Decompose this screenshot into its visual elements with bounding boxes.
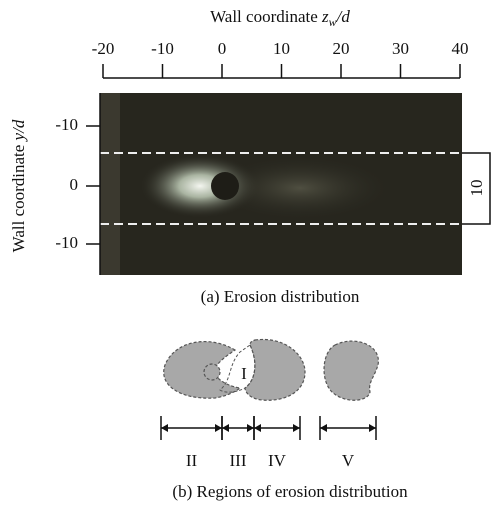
y-tick-label: -10 bbox=[55, 115, 78, 134]
arrow bbox=[161, 424, 222, 432]
dark-spot bbox=[211, 172, 239, 200]
x-tick-label: 10 bbox=[273, 39, 290, 58]
region-label: III bbox=[230, 451, 247, 470]
scale-label: 10 bbox=[467, 180, 486, 197]
y-tick-label: 0 bbox=[70, 175, 79, 194]
x-tick-label: 20 bbox=[333, 39, 350, 58]
region-shape bbox=[244, 338, 306, 401]
region-label: I bbox=[241, 364, 247, 383]
scale-bg bbox=[468, 170, 488, 206]
region-shape bbox=[163, 341, 242, 399]
x-tick-label: 30 bbox=[392, 39, 409, 58]
caption: (b) Regions of erosion distribution bbox=[172, 482, 408, 501]
y-axis-label: Wall coordinate y/d bbox=[9, 119, 28, 252]
photo-edge bbox=[100, 93, 120, 275]
caption: (a) Erosion distribution bbox=[201, 287, 360, 306]
region-shape bbox=[203, 363, 221, 381]
scale-bracket bbox=[462, 152, 491, 225]
region-label: II bbox=[186, 451, 198, 470]
y-tick-label: -10 bbox=[55, 233, 78, 252]
x-tick-label: 0 bbox=[218, 39, 227, 58]
x-tick-label: 40 bbox=[452, 39, 469, 58]
x-tick-label: -20 bbox=[92, 39, 115, 58]
region-label: V bbox=[342, 451, 355, 470]
arrow bbox=[222, 424, 254, 432]
x-axis-label: Wall coordinate zw/d bbox=[210, 7, 350, 29]
region-label: IV bbox=[268, 451, 287, 470]
region-shape bbox=[323, 340, 379, 401]
erosion-faint bbox=[210, 156, 390, 220]
x-tick-label: -10 bbox=[151, 39, 174, 58]
region-outline bbox=[219, 344, 256, 393]
